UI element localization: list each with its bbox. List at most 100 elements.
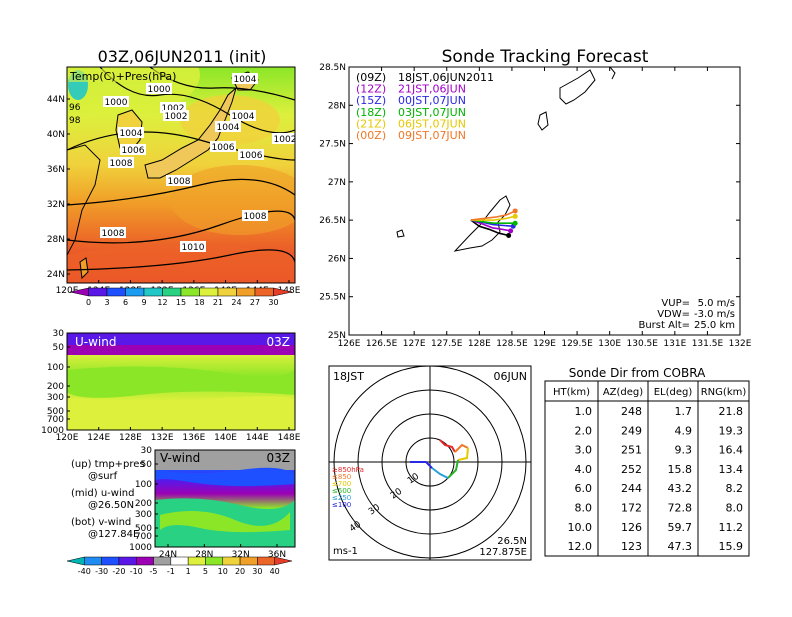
isobar-label: 1008 [244,212,267,222]
colorbar-swatch [135,556,154,566]
colorbar-swatch [236,287,256,297]
colorbar-swatch [170,556,189,566]
track-line-12Z [470,219,511,232]
pressure-legend-item: ≤500 [332,487,351,495]
table-header-cell: EL(deg) [654,387,693,398]
colorbar-label: 5 [203,567,208,576]
y-tick-label: 50 [141,460,153,470]
pressure-legend-item: ≤850 [332,473,351,481]
amami-island [559,69,596,105]
u-wind-label: U-wind [75,335,116,349]
note-line: @26.50N [88,500,134,511]
table-cell: 4.9 [675,424,693,437]
table-header-cell: HT(km) [553,387,590,398]
legend-text: 21JST,06JUN [398,83,466,96]
pressure-legend-item: ≤100 [332,501,351,509]
note-line: (bot) v-wind [71,517,131,528]
table-cell: 72.8 [668,502,693,515]
legend-code: (18Z) [356,106,386,119]
x-tick-label: 126E [338,339,361,349]
colorbar-label: -10 [130,567,143,576]
table-cell: 244 [621,482,642,495]
table-cell: 252 [621,463,642,476]
y-tick-label: 50 [53,343,65,353]
x-tick-label: 127E [403,339,426,349]
table-frame [544,380,750,557]
track-endpoint-12Z [508,228,514,234]
table-cell: 11.2 [719,521,744,534]
polar-date: 06JUN [493,370,527,383]
x-tick-label: 129E [533,339,556,349]
x-tick-label: 128E [468,339,491,349]
x-tick-label: 32N [232,550,250,560]
colorbar-swatch [217,287,237,297]
small-island-1 [537,111,549,131]
table-cell: 249 [621,424,642,437]
x-tick-label: 36N [268,550,286,560]
table-cell: 172 [621,502,642,515]
right-title: Sonde Tracking Forecast [442,47,649,67]
table-header-cell: AZ(deg) [603,387,643,398]
track-legend: (09Z) 18JST,06JUN2011 (12Z) 21JST,06JUN (15Z… [356,71,494,142]
isobar-label: 1002 [165,112,188,122]
colorbar-swatch [239,556,258,566]
table-cell: 8.0 [726,502,744,515]
legend-text: 06JST,07JUN [398,117,466,130]
colorbar-swatch [88,287,108,297]
colorbar-swatch [125,287,145,297]
x-tick-label: 132E [151,433,174,443]
colorbar-swatch [101,556,120,566]
track-params: VUP= 5.0 m/s VDW= -3.0 m/s Burst Alt= 25.0 km [638,298,735,331]
colorbar-label: 3 [104,298,109,307]
track-endpoint-18Z [512,220,518,226]
x-tick-label: 126.5E [366,339,398,349]
colorbar-label: 9 [141,298,146,307]
isobar-label: 1008 [168,177,191,187]
legend-text: 09JST,07JUN [398,129,466,142]
polar-unit: ms-1 [333,546,358,557]
note-line: @surf [88,471,118,482]
isobar-3 [67,210,295,244]
polar-panel: 10 20 30 40 18JST 06JUN ≥850hPa≤850≤700≤… [328,365,532,561]
note-line: (mid) u-wind [71,488,134,499]
v-wind-frame [154,449,296,548]
polar-time: 18JST [333,370,364,383]
table-cell: 13.4 [719,463,744,476]
colorbar-label: 27 [250,298,260,307]
isobar-label: 1010 [182,243,205,253]
v-wind-yellow-band [160,511,290,533]
isobar-4 [99,67,295,134]
colorbar-label: 18 [194,298,204,307]
pressure-labels: 1004 1000 1000 1002 1004 1004 1002 1004 … [69,73,295,253]
small-island-3 [396,229,405,238]
table-cell: 3.0 [575,444,593,457]
map-inner-title: Temp(C)+Pres(hPa) [69,70,176,83]
legend-text: 18JST,06JUN2011 [398,71,494,84]
y-tick-label: 32N [47,200,65,210]
x-tick-label: 132E [729,339,752,349]
colorbar-swatch [143,287,163,297]
track-line-21Z [470,215,516,221]
y-tick-label: 300 [47,393,64,403]
isobar-label: 1008 [102,229,125,239]
colorbar-label: 24 [231,298,241,307]
y-tick-label: 24N [47,270,65,280]
track-endpoint-21Z [512,213,518,219]
y-tick-label: 28.5N [319,63,346,73]
colorbar-swatch [257,556,275,566]
table-cell: 15.9 [719,540,744,553]
colorbar-label: -30 [95,567,108,576]
colorbar-swatch [273,287,293,297]
table-cell: 8.0 [575,502,593,515]
track-endpoint-09Z [506,232,512,238]
x-tick-label: 131E [663,339,686,349]
y-tick-label: 28N [47,235,65,245]
colorbar-label: -40 [78,567,91,576]
table-title: Sonde Dir from COBRA [569,366,706,380]
x-tick-label: 130.5E [627,339,659,349]
isobar-label: 1004 [120,129,143,139]
colorbar-label: -1 [167,567,175,576]
y-tick-label: 500 [135,524,152,534]
y-tick-label: 200 [47,382,64,392]
